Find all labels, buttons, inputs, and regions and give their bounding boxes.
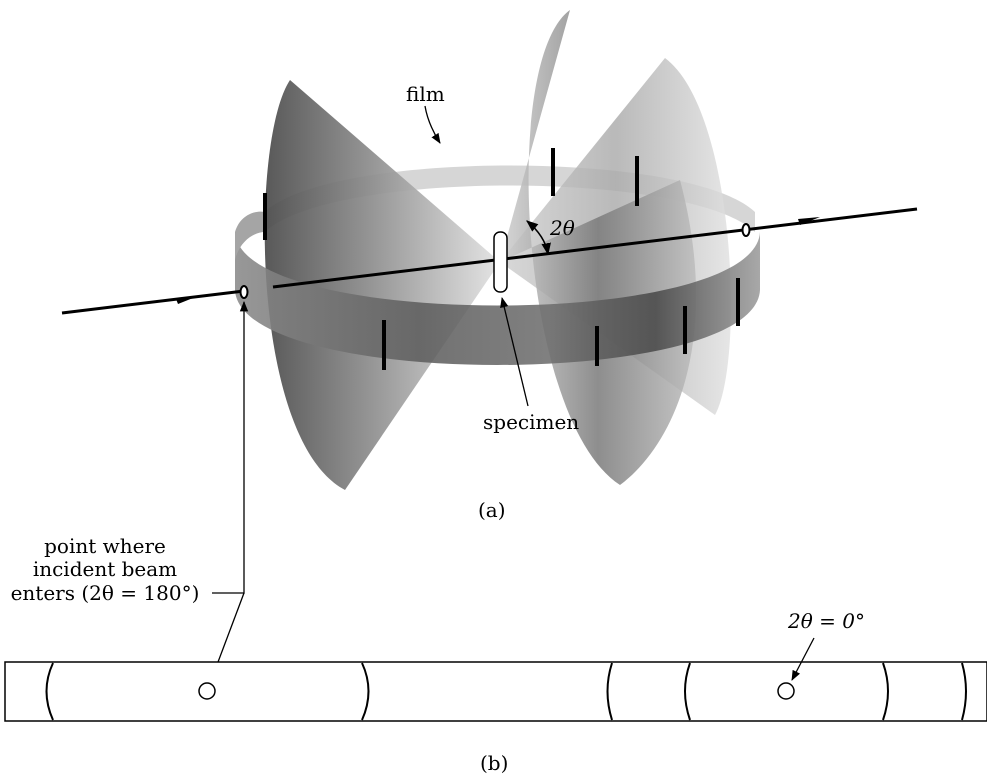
strip-arc-3 xyxy=(606,662,613,721)
two-theta-arc xyxy=(526,220,551,256)
entry-point-label-line3: enters (2θ = 180°) xyxy=(11,581,200,605)
entry-point-leader-upper xyxy=(212,300,249,594)
exit-hole-strip xyxy=(777,682,795,700)
film-strip xyxy=(4,661,987,722)
zero-angle-label: 2θ = 0° xyxy=(787,609,865,633)
incident-beam xyxy=(61,289,245,315)
film-band-front xyxy=(235,232,760,365)
specimen-leader xyxy=(500,296,529,407)
entry-point-label-line2: incident beam xyxy=(33,557,177,581)
film-leader xyxy=(424,105,441,144)
exit-hole xyxy=(741,223,751,237)
strip-arc-5 xyxy=(882,662,889,721)
strip-arc-1 xyxy=(45,662,54,721)
panel-a-label: (a) xyxy=(478,498,506,522)
specimen-label: specimen xyxy=(483,410,579,434)
specimen-rod xyxy=(493,231,508,293)
film-label: film xyxy=(406,82,445,106)
incident-beam-arrow xyxy=(176,296,198,304)
two-theta-label: 2θ xyxy=(549,216,575,240)
left-diffraction-cone xyxy=(264,80,500,490)
panel-b-label: (b) xyxy=(480,751,508,774)
strip-arc-4 xyxy=(684,662,691,721)
film-band-left-end xyxy=(235,211,265,260)
strip-arc-2 xyxy=(361,662,370,721)
entry-hole-strip xyxy=(198,682,216,700)
zero-angle-leader xyxy=(791,637,815,681)
transmitted-beam-arrow xyxy=(798,217,820,225)
transmitted-beam xyxy=(272,207,918,289)
entry-point-label-line1: point where xyxy=(44,534,166,558)
strip-arc-6 xyxy=(961,662,967,721)
entry-hole xyxy=(239,285,249,299)
